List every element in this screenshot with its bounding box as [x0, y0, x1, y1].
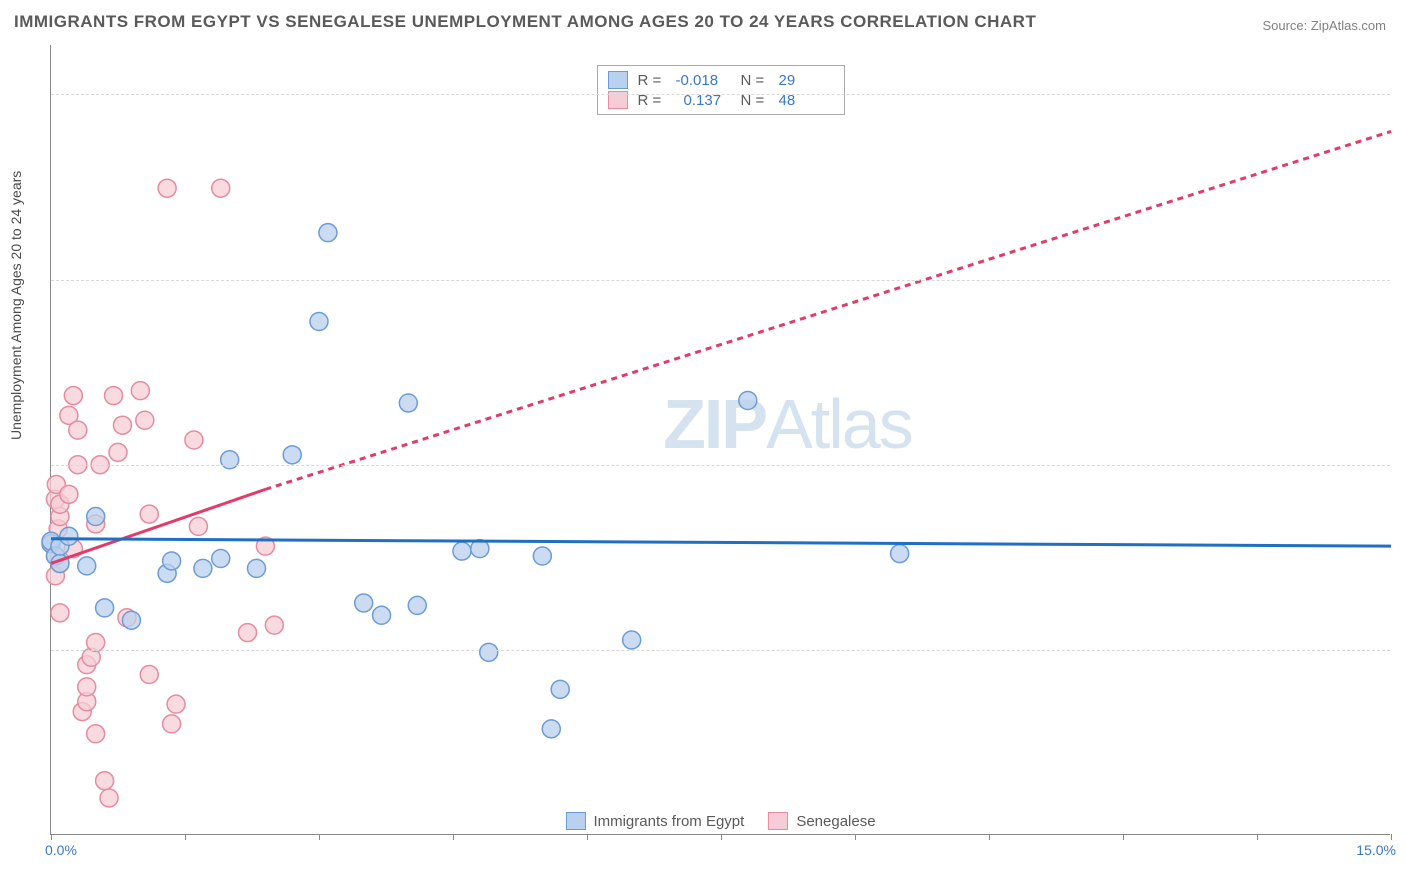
egypt-point [408, 596, 426, 614]
egypt-point [542, 720, 560, 738]
egypt-point [122, 611, 140, 629]
legend-label: Senegalese [796, 813, 875, 830]
gridline [51, 94, 1390, 95]
senegal-point [140, 666, 158, 684]
senegal-point [265, 616, 283, 634]
egypt-point [355, 594, 373, 612]
x-tick [1257, 834, 1258, 840]
egypt-point [221, 451, 239, 469]
chart-plot-area: ZIPAtlas R = -0.018 N = 29 R = 0.137 N =… [50, 45, 1390, 835]
y-axis-label: Unemployment Among Ages 20 to 24 years [8, 171, 24, 440]
egypt-point [310, 313, 328, 331]
senegal-point [105, 387, 123, 405]
egypt-point [283, 446, 301, 464]
senegal-point [96, 772, 114, 790]
egypt-point [96, 599, 114, 617]
n-value-egypt: 29 [779, 72, 834, 89]
source-label: Source: [1262, 18, 1310, 33]
senegal-point [167, 695, 185, 713]
source-name: ZipAtlas.com [1311, 18, 1386, 33]
senegal-point [69, 421, 87, 439]
n-label: N = [741, 72, 769, 89]
egypt-point [373, 606, 391, 624]
chart-title: IMMIGRANTS FROM EGYPT VS SENEGALESE UNEM… [14, 12, 1036, 32]
x-tick [855, 834, 856, 840]
egypt-point [623, 631, 641, 649]
x-tick [51, 834, 52, 840]
senegal-point [189, 517, 207, 535]
senegal-point [131, 382, 149, 400]
source-attribution: Source: ZipAtlas.com [1262, 18, 1386, 33]
x-tick [721, 834, 722, 840]
x-tick [1391, 834, 1392, 840]
x-tick-label: 15.0% [1356, 842, 1396, 858]
x-tick [185, 834, 186, 840]
legend-swatch [565, 812, 585, 830]
gridline [51, 650, 1390, 651]
senegal-point [109, 443, 127, 461]
legend-swatch [768, 812, 788, 830]
senegal-point [158, 179, 176, 197]
senegal-point [185, 431, 203, 449]
x-tick-label: 0.0% [45, 842, 77, 858]
egypt-point [212, 550, 230, 568]
egypt-point [319, 224, 337, 242]
swatch-egypt [608, 71, 628, 89]
senegal-point [239, 624, 257, 642]
legend-item: Senegalese [768, 812, 875, 830]
x-tick [989, 834, 990, 840]
r-value-egypt: -0.018 [676, 72, 731, 89]
r-label: R = [638, 72, 666, 89]
senegal-point [140, 505, 158, 523]
x-tick [587, 834, 588, 840]
senegal-point [64, 387, 82, 405]
senegal-point [212, 179, 230, 197]
legend-label: Immigrants from Egypt [593, 813, 744, 830]
senegal-point [87, 633, 105, 651]
trend-line [51, 539, 1391, 546]
gridline [51, 465, 1390, 466]
senegal-point [87, 725, 105, 743]
senegal-point [51, 604, 69, 622]
egypt-point [247, 559, 265, 577]
x-tick [453, 834, 454, 840]
egypt-point [891, 545, 909, 563]
senegal-point [60, 485, 78, 503]
egypt-point [480, 643, 498, 661]
senegal-point [136, 411, 154, 429]
trend-line [265, 131, 1391, 489]
x-tick [319, 834, 320, 840]
correlation-legend: R = -0.018 N = 29 R = 0.137 N = 48 [597, 65, 845, 115]
egypt-point [453, 542, 471, 560]
egypt-point [194, 559, 212, 577]
egypt-point [60, 527, 78, 545]
egypt-point [87, 508, 105, 526]
senegal-point [113, 416, 131, 434]
series-legend: Immigrants from Egypt Senegalese [565, 812, 875, 830]
legend-item: Immigrants from Egypt [565, 812, 744, 830]
senegal-point [78, 678, 96, 696]
egypt-point [399, 394, 417, 412]
legend-row-egypt: R = -0.018 N = 29 [608, 70, 834, 90]
egypt-point [739, 392, 757, 410]
senegal-point [163, 715, 181, 733]
x-tick [1123, 834, 1124, 840]
egypt-point [78, 557, 96, 575]
egypt-point [551, 680, 569, 698]
legend-row-senegal: R = 0.137 N = 48 [608, 90, 834, 110]
trend-line [51, 489, 265, 563]
chart-svg [51, 45, 1390, 834]
egypt-point [163, 552, 181, 570]
egypt-point [533, 547, 551, 565]
gridline [51, 280, 1390, 281]
senegal-point [100, 789, 118, 807]
